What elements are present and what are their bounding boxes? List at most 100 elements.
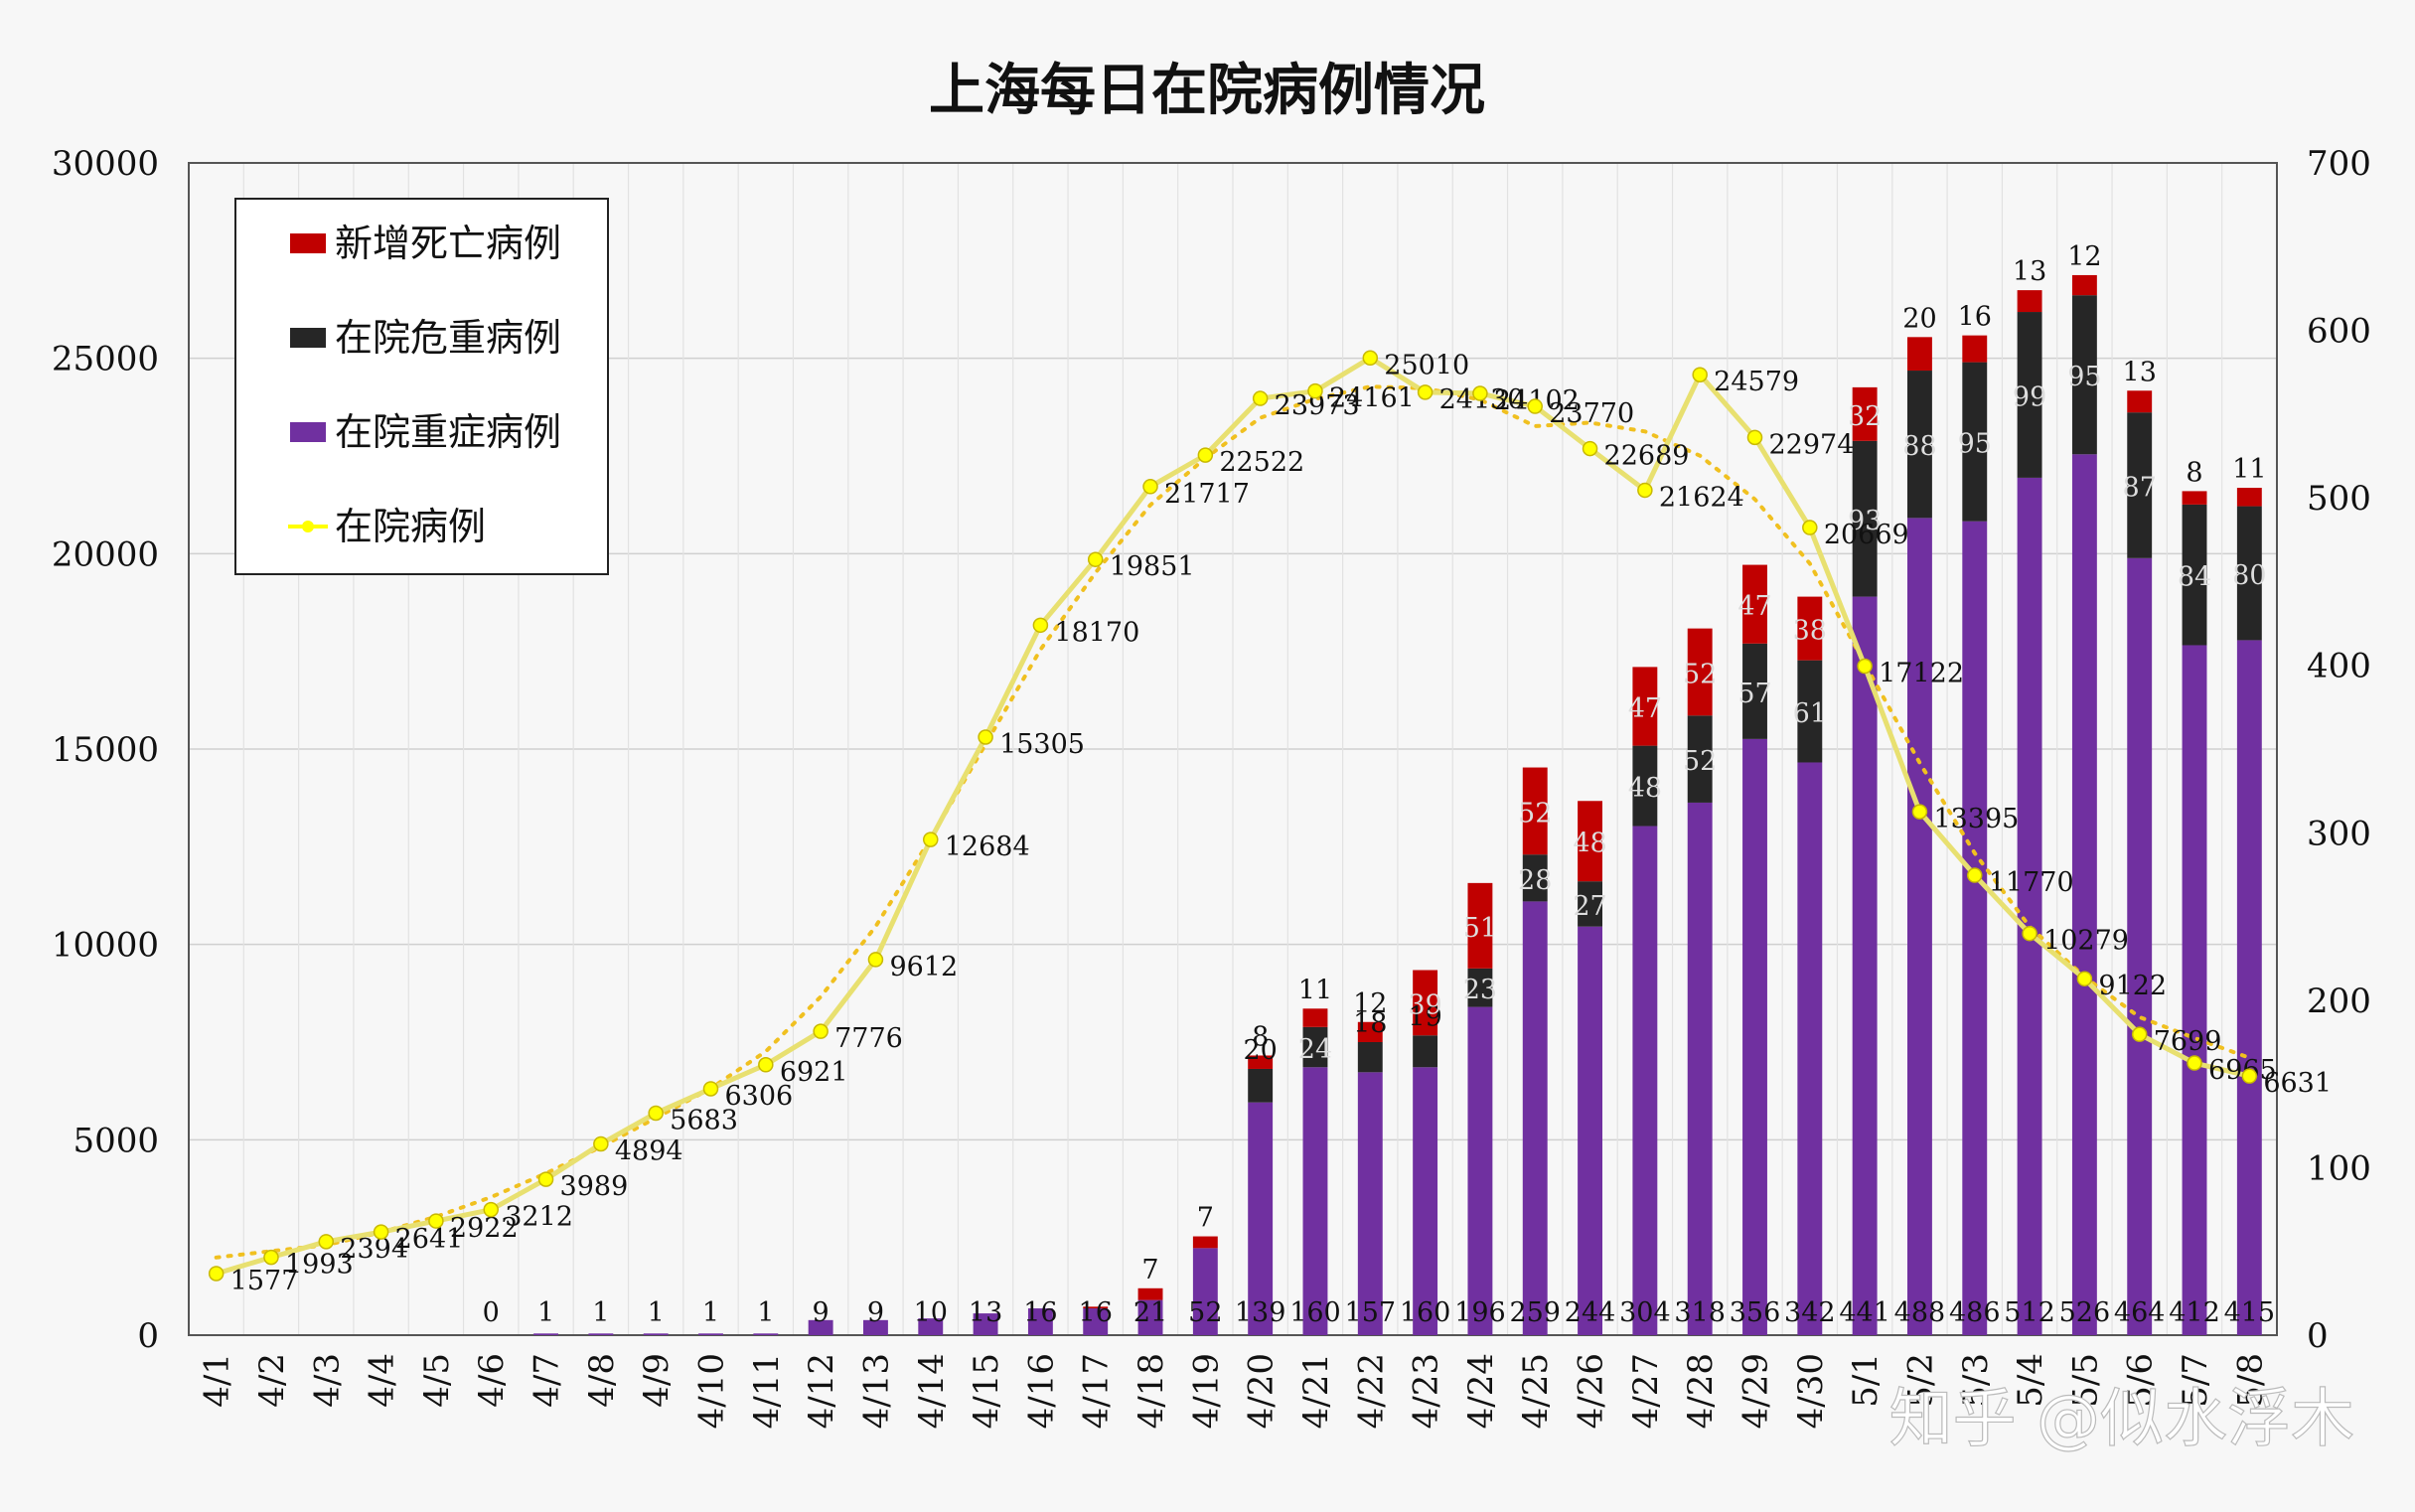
bar-segment (1413, 1067, 1438, 1335)
line-data-label: 19851 (1110, 551, 1195, 582)
bar-data-label: 157 (1345, 1297, 1397, 1328)
bar-data-label: 196 (1454, 1297, 1506, 1328)
x-axis-tick-label: 5/8 (2230, 1353, 2270, 1408)
bar-data-label: 51 (1463, 913, 1497, 944)
legend-label: 在院重症病例 (335, 410, 561, 454)
line-data-label: 6306 (725, 1081, 794, 1112)
bar-data-label: 304 (1619, 1297, 1671, 1328)
line-point (1417, 384, 1434, 400)
x-axis-tick-label: 4/16 (1021, 1353, 1061, 1429)
x-axis-tick-label: 4/14 (912, 1353, 952, 1429)
bar-data-label: 28 (1518, 865, 1552, 896)
left-axis-tick-label: 20000 (52, 534, 159, 574)
right-axis-tick-label: 300 (2307, 814, 2371, 853)
line-data-label: 9122 (2098, 971, 2167, 1001)
bar-data-label: 93 (1848, 506, 1882, 536)
right-axis-tick-label: 100 (2307, 1148, 2371, 1188)
line-data-label: 2641 (395, 1224, 464, 1255)
x-axis-tick-label: 5/5 (2065, 1353, 2105, 1408)
bar-data-label: 1 (757, 1297, 774, 1328)
bar-data-label: 488 (1894, 1297, 1946, 1328)
bar-segment (1632, 745, 1658, 827)
x-axis-tick-label: 4/9 (637, 1353, 677, 1408)
bar-data-label: 356 (1730, 1297, 1781, 1328)
bar-segment (1907, 518, 1932, 1335)
bar-segment (2017, 290, 2042, 313)
x-axis-tick-label: 4/1 (198, 1353, 237, 1408)
bar-data-label: 95 (2067, 362, 2101, 392)
bar-segment (1797, 596, 1823, 661)
bars (533, 274, 2262, 1335)
bar-segment (1302, 1026, 1328, 1068)
bar-data-label: 84 (2178, 562, 2211, 593)
legend-marker (302, 521, 314, 532)
bar-data-label: 20 (1243, 1035, 1277, 1066)
line-point (2241, 1068, 2258, 1084)
bar-segment (1687, 628, 1713, 716)
bar-data-label: 8 (2186, 457, 2202, 488)
line-point (1527, 398, 1543, 414)
line-point (263, 1249, 279, 1266)
x-axis-tick-label: 4/23 (1407, 1353, 1446, 1429)
line-data-label: 6965 (2208, 1055, 2277, 1086)
bar-segment (1578, 926, 1602, 1335)
bar-data-label: 23 (1463, 975, 1497, 1005)
bar-segment (1962, 362, 1988, 522)
bar-segment (2182, 645, 2207, 1335)
bar-segment (1248, 1068, 1274, 1103)
bar-data-label: 11 (1298, 975, 1332, 1005)
x-axis-tick-label: 4/21 (1296, 1353, 1336, 1429)
x-axis-tick-label: 5/3 (1956, 1353, 1996, 1408)
trendline-path (214, 384, 2252, 1260)
line-point (1307, 382, 1323, 399)
bar-segment (1687, 715, 1713, 803)
line-point (1802, 520, 1818, 535)
bar-segment (1027, 1308, 1053, 1335)
x-axis-tick-label: 4/2 (252, 1353, 292, 1408)
bar-segment (1137, 1299, 1163, 1335)
left-axis-tick-label: 5000 (73, 1121, 159, 1160)
x-axis-tick-label: 4/28 (1681, 1353, 1721, 1429)
legend-label: 在院病例 (335, 505, 486, 548)
line-data-label: 11770 (1989, 867, 2074, 898)
bar-segment (2127, 557, 2153, 1335)
bar-segment (1852, 386, 1878, 441)
x-axis-tick-label: 4/30 (1791, 1353, 1831, 1429)
legend-swatch (290, 233, 326, 253)
bar-data-label: 95 (1958, 429, 1992, 460)
bar-data-label: 7 (1141, 1255, 1158, 1285)
line-data-label: 1577 (230, 1266, 299, 1296)
bar-data-label: 415 (2224, 1297, 2276, 1328)
bar-data-label: 412 (2169, 1297, 2220, 1328)
bar-segment (753, 1333, 779, 1335)
x-axis-tick-label: 4/19 (1186, 1353, 1226, 1429)
bar-segment (2071, 454, 2097, 1335)
bar-segment (1962, 521, 1988, 1335)
bar-segment (2182, 491, 2207, 505)
line-data-label: 25010 (1384, 350, 1469, 380)
bar-segment (2127, 390, 2153, 413)
line-point (593, 1135, 609, 1152)
right-axis-tick-label: 600 (2307, 312, 2371, 352)
bar-data-label: 11 (2232, 454, 2266, 485)
line-point (1582, 440, 1598, 457)
bar-data-label: 39 (1408, 989, 1441, 1020)
hospitalized-line (215, 355, 2250, 1277)
bar-segment (1192, 1248, 1218, 1335)
x-axis-tick-label: 4/7 (528, 1353, 567, 1408)
bar-data-label: 32 (1848, 401, 1882, 432)
x-axis-tick-label: 4/15 (967, 1353, 1006, 1429)
x-axis-tick-label: 4/27 (1626, 1353, 1666, 1429)
line-data-label: 5683 (670, 1105, 738, 1135)
line-data-label: 3212 (505, 1202, 573, 1233)
line-data-label: 22689 (1604, 441, 1690, 472)
x-axis-tick-label: 5/2 (1900, 1353, 1940, 1408)
bar-segment (1907, 371, 1932, 519)
line-point (2187, 1055, 2202, 1071)
bar-segment (1578, 881, 1602, 927)
bar-data-label: 259 (1509, 1297, 1561, 1328)
bar-segment (698, 1333, 723, 1335)
line-point (758, 1057, 774, 1073)
bar-segment (2236, 488, 2262, 507)
